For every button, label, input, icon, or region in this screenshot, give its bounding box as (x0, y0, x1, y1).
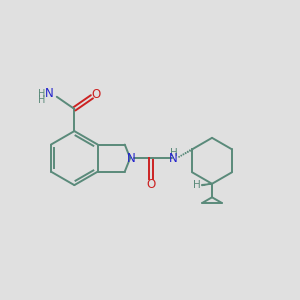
Text: H: H (170, 148, 178, 158)
Text: H: H (193, 180, 201, 190)
Polygon shape (202, 184, 212, 186)
Text: N: N (169, 152, 178, 165)
Text: N: N (127, 152, 136, 165)
Text: O: O (146, 178, 155, 191)
Text: H: H (38, 95, 46, 105)
Text: H: H (38, 88, 46, 98)
Text: N: N (45, 87, 54, 100)
Text: O: O (91, 88, 101, 100)
